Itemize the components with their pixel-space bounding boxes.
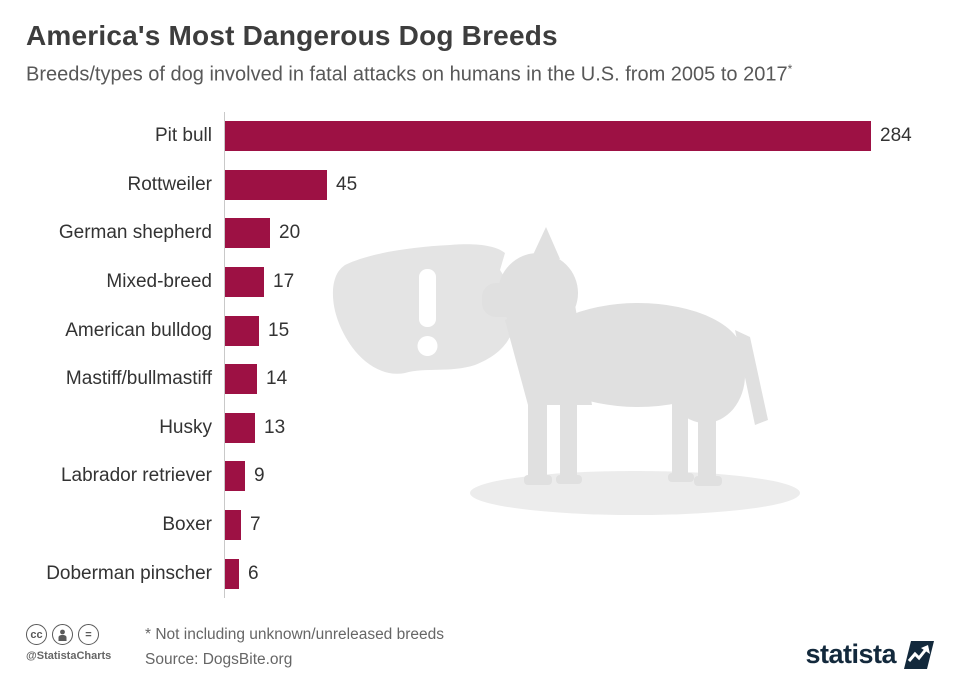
bar xyxy=(225,218,270,249)
bar-track: 6 xyxy=(224,549,936,598)
bar-row: Boxer 7 xyxy=(26,500,936,550)
footnote-marker: * xyxy=(787,62,793,76)
bar-row: Mixed-breed 17 xyxy=(26,257,936,307)
bar xyxy=(225,558,239,589)
bar-row: Pit bull 284 xyxy=(26,112,936,161)
category-label: American bulldog xyxy=(65,319,212,341)
statista-logo-mark xyxy=(904,640,934,669)
statista-logo: statista xyxy=(805,639,934,670)
chart-title: America's Most Dangerous Dog Breeds xyxy=(26,20,558,51)
source: Source: DogsBite.org xyxy=(145,651,293,668)
category-label: Boxer xyxy=(162,514,212,536)
value-label: 9 xyxy=(254,465,265,487)
bar-track: 17 xyxy=(224,257,936,307)
category-label: Mixed-breed xyxy=(106,271,212,293)
bar-track: 13 xyxy=(224,403,936,453)
bar-row: American bulldog 15 xyxy=(26,306,936,355)
value-label: 14 xyxy=(266,368,288,390)
footnote: * Not including unknown/unreleased breed… xyxy=(145,626,445,643)
bar-row: Mastiff/bullmastiff 14 xyxy=(26,354,936,404)
bar-track: 7 xyxy=(224,500,936,550)
chart-notes: * Not including unknown/unreleased breed… xyxy=(145,626,444,669)
license-badges: cc = @StatistaCharts xyxy=(26,624,111,662)
bar xyxy=(225,412,255,443)
bar xyxy=(225,461,245,492)
statista-charts-handle: @StatistaCharts xyxy=(26,650,112,662)
bar-track: 15 xyxy=(224,306,936,355)
bar-row: German shepherd 20 xyxy=(26,209,936,258)
category-label: Labrador retriever xyxy=(60,465,212,487)
bar-row: Rottweiler 45 xyxy=(26,160,936,210)
bar xyxy=(225,315,259,346)
bar xyxy=(225,510,241,541)
bar-track: 284 xyxy=(224,112,936,161)
category-label: Mastiff/bullmastiff xyxy=(65,368,212,390)
value-label: 6 xyxy=(248,562,259,584)
bar xyxy=(225,364,257,395)
bar-chart: Pit bull 284 Rottweiler 45 German shephe… xyxy=(26,112,936,598)
value-label: 13 xyxy=(264,416,286,438)
value-label: 7 xyxy=(250,514,261,536)
statista-wordmark: statista xyxy=(805,639,896,669)
chart-subtitle-text: Breeds/types of dog involved in fatal at… xyxy=(26,63,788,86)
cc-icon: cc xyxy=(26,624,47,645)
bar-row: Doberman pinscher 6 xyxy=(26,549,936,598)
bar-track: 14 xyxy=(224,354,936,404)
bar xyxy=(225,169,327,200)
bar xyxy=(225,121,871,152)
category-label: Husky xyxy=(159,416,212,438)
bar-track: 20 xyxy=(224,209,936,258)
bar xyxy=(225,267,264,298)
category-label: Pit bull xyxy=(154,125,212,147)
bar-row: Labrador retriever 9 xyxy=(26,452,936,501)
value-label: 17 xyxy=(273,271,295,293)
bar-row: Husky 13 xyxy=(26,403,936,453)
value-label: 45 xyxy=(336,173,358,195)
value-label: 20 xyxy=(279,222,301,244)
category-label: German shepherd xyxy=(58,222,212,244)
category-label: Doberman pinscher xyxy=(46,562,212,584)
bar-track: 9 xyxy=(224,452,936,501)
no-derivatives-icon: = xyxy=(78,624,99,645)
value-label: 15 xyxy=(268,319,290,341)
category-label: Rottweiler xyxy=(127,173,212,195)
value-label: 284 xyxy=(880,125,912,147)
attribution-icon xyxy=(52,624,73,645)
bar-track: 45 xyxy=(224,160,936,210)
chart-subtitle: Breeds/types of dog involved in fatal at… xyxy=(26,62,792,87)
